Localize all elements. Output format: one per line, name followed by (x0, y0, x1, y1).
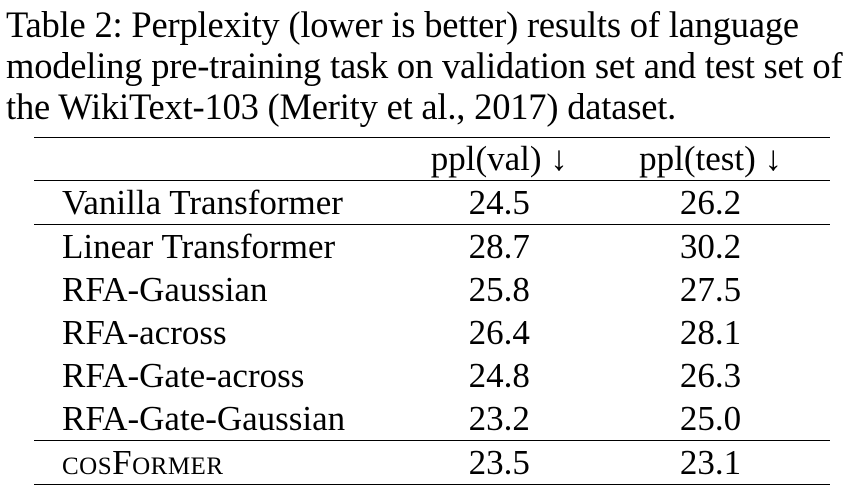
ppl-test-value: 25.0 (679, 398, 742, 438)
table-row: RFA-Gaussian 25.8 27.5 (34, 268, 830, 311)
ppl-test-value: 23.1 (591, 440, 830, 485)
ppl-test-value: 26.3 (679, 355, 742, 395)
ppl-val-value: 24.5 (407, 180, 592, 225)
model-name: Vanilla Transformer (34, 180, 408, 225)
caption-label: Table 2: (6, 4, 123, 45)
model-name: RFA-Gate-Gaussian (62, 398, 346, 438)
ppl-val-value: 25.8 (468, 269, 530, 309)
header-ppl-val: ppl(val) ↓ (407, 137, 592, 181)
ppl-test-value: 28.1 (679, 312, 742, 352)
model-name: RFA-across (62, 312, 227, 352)
model-name: cosFormer (34, 440, 408, 485)
table-row: cosFormer 23.5 23.1 (34, 440, 830, 485)
ppl-val-value: 26.4 (468, 312, 530, 352)
table-row: RFA-Gate-Gaussian 23.2 25.0 (34, 397, 830, 441)
ppl-val-value: 24.8 (468, 355, 530, 395)
table-caption: Table 2: Perplexity (lower is better) re… (6, 4, 862, 127)
table-row: Linear Transformer 28.7 30.2 (34, 224, 830, 268)
caption-text: Perplexity (lower is better) results of … (6, 4, 843, 127)
ppl-val-value: 23.2 (468, 398, 530, 438)
model-name: Linear Transformer (34, 224, 408, 268)
table-row: RFA-Gate-across 24.8 26.3 (34, 354, 830, 397)
ppl-test-value: 30.2 (591, 224, 830, 268)
table-row: RFA-across 26.4 28.1 (34, 311, 830, 354)
ppl-test-value: 27.5 (679, 269, 742, 309)
table-header-row: ppl(val) ↓ ppl(test) ↓ (34, 137, 830, 181)
ppl-test-value: 26.2 (591, 180, 830, 225)
model-name: RFA-Gate-across (62, 355, 305, 395)
table-row: Vanilla Transformer 24.5 26.2 (34, 180, 830, 225)
results-table: ppl(val) ↓ ppl(test) ↓ Vanilla Transform… (34, 137, 830, 485)
header-ppl-test: ppl(test) ↓ (591, 137, 830, 181)
model-name: RFA-Gaussian (62, 269, 268, 309)
ppl-val-value: 28.7 (407, 224, 592, 268)
ppl-val-value: 23.5 (407, 440, 592, 485)
header-model (34, 137, 408, 181)
